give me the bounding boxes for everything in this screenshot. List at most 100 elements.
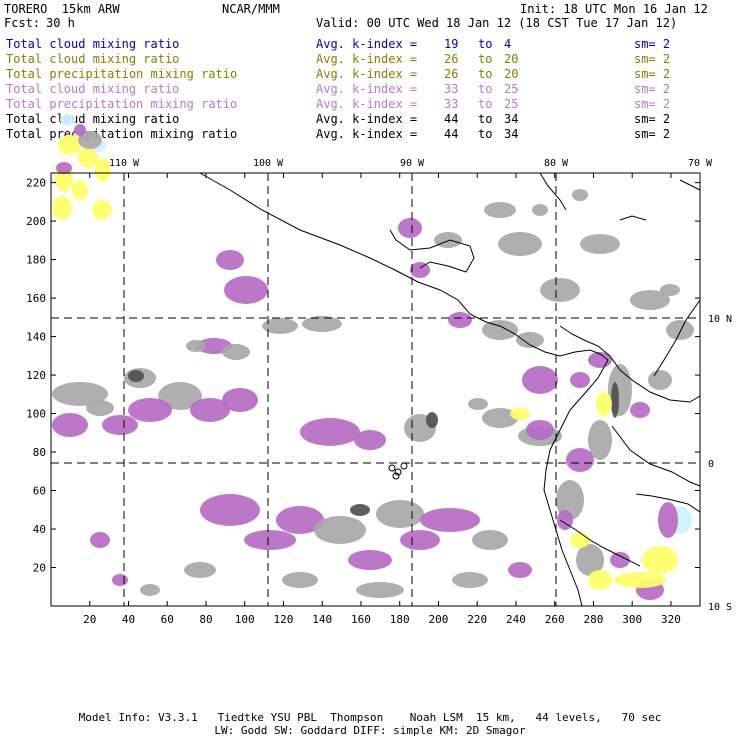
field-blob: [510, 408, 530, 420]
y-tick-label: 20: [33, 562, 46, 575]
field-blob: [302, 316, 342, 332]
field-blob: [348, 550, 392, 570]
legend-avg-label: Avg. k-index =: [316, 97, 418, 111]
field-blob: [666, 320, 694, 340]
field-blob: [498, 232, 542, 256]
field-blob: [580, 234, 620, 254]
x-tick-label: 280: [584, 613, 604, 626]
x-tick-label: 20: [83, 613, 96, 626]
longitude-label: 100 W: [253, 158, 284, 169]
legend-avg-label: Avg. k-index =: [316, 112, 418, 126]
field-blob: [516, 332, 544, 348]
x-tick-label: 320: [661, 613, 681, 626]
plot-frame: [50, 172, 701, 607]
field-blob: [222, 388, 258, 412]
x-tick-label: 60: [161, 613, 174, 626]
legend-smoothing: sm= 2: [634, 97, 671, 111]
x-tick-label: 160: [351, 613, 371, 626]
field-blob: [540, 278, 580, 302]
x-tick-label: 220: [467, 613, 487, 626]
model-name: TORERO 15km ARW: [4, 2, 120, 16]
field-blob: [52, 196, 72, 220]
field-blob: [630, 290, 670, 310]
field-blob: [660, 284, 680, 296]
legend-to-word: to: [478, 67, 493, 81]
x-tick-label: 300: [622, 613, 642, 626]
field-blob: [400, 530, 440, 550]
init-time: Init: 18 UTC Mon 16 Jan 12: [520, 2, 708, 16]
field-blob: [74, 124, 86, 136]
field-blob: [222, 344, 250, 360]
field-blob: [102, 415, 138, 435]
legend-smoothing: sm= 2: [634, 67, 671, 81]
field-blob: [52, 413, 88, 437]
legend-field-name: Total precipitation mixing ratio: [6, 67, 238, 81]
legend-to-word: to: [478, 97, 493, 111]
field-blob: [224, 276, 268, 304]
legend-field-name: Total precipitation mixing ratio: [6, 127, 238, 141]
field-blob: [614, 572, 666, 588]
field-blob: [356, 582, 404, 598]
legend-from-value: 44: [444, 112, 459, 126]
field-blob: [186, 340, 206, 352]
legend-row: Total cloud mixing ratio Avg. k-index = 33…: [6, 82, 726, 96]
field-blob: [410, 262, 430, 278]
island: [388, 464, 396, 472]
legend-row: Total cloud mixing ratio Avg. k-index = 26…: [6, 52, 726, 66]
field-blob: [572, 189, 588, 201]
legend-to-word: to: [478, 37, 493, 51]
forecast-label: Fcst:: [4, 16, 41, 30]
field-blob: [658, 502, 678, 538]
field-blob: [648, 370, 672, 390]
legend-to-word: to: [478, 82, 493, 96]
legend-field-name: Total precipitation mixing ratio: [6, 97, 238, 111]
y-tick-label: 200: [26, 215, 46, 228]
legend-from-value: 26: [444, 67, 459, 81]
field-blob: [354, 430, 386, 450]
field-blob: [350, 504, 370, 516]
longitude-label: 80 W: [544, 158, 569, 169]
coastlines: [199, 172, 701, 607]
x-tick-label: 100: [235, 613, 255, 626]
field-blob: [92, 200, 112, 220]
field-blob: [60, 114, 76, 126]
field-blob: [484, 202, 516, 218]
y-tick-label: 140: [26, 331, 46, 344]
field-blob: [596, 392, 612, 416]
legend-to-value: 20: [504, 52, 519, 66]
field-blob: [190, 398, 230, 422]
coastline: [389, 229, 475, 273]
legend-to-word: to: [478, 52, 493, 66]
field-blob: [58, 135, 82, 155]
field-blob: [244, 530, 296, 550]
legend-field-name: Total cloud mixing ratio: [6, 82, 180, 96]
coastline: [679, 179, 701, 191]
field-blob: [398, 218, 422, 238]
y-tick-label: 40: [33, 523, 46, 536]
field-blob: [420, 508, 480, 532]
latitude-label: 10 S: [708, 602, 732, 613]
field-blob: [588, 570, 612, 590]
coastline: [559, 519, 641, 567]
field-blob: [576, 544, 604, 576]
legend-row: Total precipitation mixing ratio Avg. k-i…: [6, 127, 726, 141]
x-tick-label: 260: [545, 613, 565, 626]
field-blob: [282, 572, 318, 588]
y-tick-label: 180: [26, 254, 46, 267]
field-blob: [468, 398, 488, 410]
field-blob: [472, 530, 508, 550]
field-blob: [72, 180, 88, 200]
coastline: [543, 359, 609, 607]
coastline: [635, 493, 701, 513]
y-tick-label: 60: [33, 485, 46, 498]
field-blob: [557, 510, 573, 530]
physics-info-line: LW: Godd SW: Goddard DIFF: simple KM: 2D…: [214, 724, 526, 737]
y-tick-label: 120: [26, 369, 46, 382]
field-blob: [376, 500, 424, 528]
latitude-label: 10 N: [708, 314, 732, 325]
legend-to-value: 25: [504, 97, 519, 111]
field-blob: [95, 158, 111, 182]
field-blob: [630, 402, 650, 418]
x-tick-label: 80: [199, 613, 212, 626]
field-blob: [526, 420, 554, 440]
